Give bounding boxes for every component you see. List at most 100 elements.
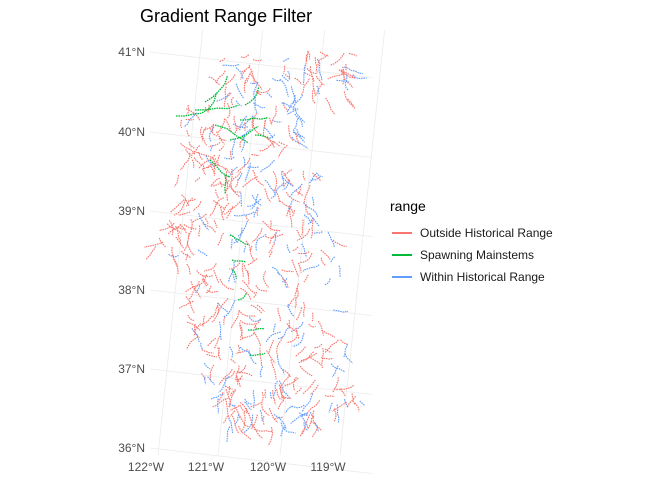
stream-outside xyxy=(239,319,255,326)
stream-within xyxy=(316,85,320,95)
stream-outside xyxy=(311,426,319,438)
stream-outside xyxy=(206,289,219,293)
stream-within xyxy=(330,363,345,373)
stream-outside xyxy=(281,269,294,273)
stream-outside xyxy=(255,284,268,292)
stream-outside xyxy=(230,168,233,182)
stream-outside xyxy=(266,350,276,364)
stream-within xyxy=(273,323,276,333)
stream-outside xyxy=(262,415,265,425)
stream-outside xyxy=(340,69,354,89)
stream-within xyxy=(276,356,285,375)
stream-within xyxy=(290,183,303,197)
stream-outside xyxy=(329,52,345,66)
lat-gridline xyxy=(149,289,373,316)
stream-within xyxy=(224,156,235,160)
stream-outside xyxy=(202,315,206,327)
stream-outside xyxy=(305,399,321,417)
stream-within xyxy=(240,128,251,137)
stream-outside xyxy=(185,118,194,121)
stream-within xyxy=(272,77,281,82)
stream-within xyxy=(235,67,244,79)
stream-outside xyxy=(227,386,231,396)
stream-outside xyxy=(193,157,203,166)
stream-outside xyxy=(200,126,208,146)
stream-within xyxy=(282,57,290,63)
stream-outside xyxy=(292,210,296,217)
stream-outside xyxy=(239,401,248,413)
stream-outside xyxy=(205,285,212,294)
stream-outside xyxy=(259,140,275,152)
stream-within xyxy=(231,269,237,284)
stream-within xyxy=(218,321,222,340)
stream-within xyxy=(287,70,291,81)
stream-outside xyxy=(185,285,196,293)
stream-outside xyxy=(224,398,230,419)
stream-outside xyxy=(302,379,316,395)
stream-spawning xyxy=(224,174,227,194)
stream-within xyxy=(259,409,263,422)
stream-outside xyxy=(252,59,262,62)
stream-outside xyxy=(198,225,201,237)
lat-gridline xyxy=(149,210,373,237)
stream-spawning xyxy=(231,269,237,279)
stream-within xyxy=(324,278,331,286)
stream-outside xyxy=(302,170,306,181)
stream-outside xyxy=(216,392,224,403)
stream-within xyxy=(338,265,341,277)
stream-outside xyxy=(291,246,299,252)
stream-outside xyxy=(341,69,357,80)
stream-within xyxy=(292,332,305,348)
stream-outside xyxy=(218,137,227,142)
stream-within xyxy=(265,331,281,343)
graticule xyxy=(149,29,386,474)
stream-within xyxy=(303,214,313,224)
stream-within xyxy=(253,206,258,218)
stream-outside xyxy=(186,263,192,276)
stream-outside xyxy=(215,70,226,84)
stream-outside xyxy=(268,251,273,258)
stream-within xyxy=(200,342,203,350)
stream-outside xyxy=(313,343,323,349)
stream-outside xyxy=(230,171,242,183)
stream-outside xyxy=(300,252,313,264)
stream-outside xyxy=(192,201,202,212)
stream-outside xyxy=(281,278,289,289)
stream-outside xyxy=(279,387,285,403)
stream-outside xyxy=(268,339,275,353)
stream-outside xyxy=(178,240,184,249)
stream-outside xyxy=(228,390,236,408)
stream-outside xyxy=(171,247,178,268)
stream-outside xyxy=(284,73,291,80)
stream-within xyxy=(235,83,245,99)
stream-within xyxy=(278,416,287,430)
stream-outside xyxy=(295,307,303,321)
stream-within xyxy=(248,317,262,323)
lat-tick-label: 39°N xyxy=(118,204,145,218)
stream-outside xyxy=(176,227,182,242)
stream-outside xyxy=(238,309,257,317)
stream-outside xyxy=(348,52,358,57)
stream-outside xyxy=(338,69,355,79)
stream-outside xyxy=(309,66,315,82)
stream-within xyxy=(280,422,296,434)
stream-outside xyxy=(267,426,274,446)
stream-outside xyxy=(225,74,236,86)
stream-outside xyxy=(268,117,273,126)
stream-outside xyxy=(314,57,318,73)
stream-within xyxy=(282,179,291,191)
stream-outside xyxy=(332,377,339,393)
stream-outside xyxy=(208,141,221,148)
stream-outside xyxy=(179,223,188,234)
stream-outside xyxy=(241,263,244,278)
stream-within xyxy=(314,422,320,432)
stream-within xyxy=(271,119,282,123)
stream-outside xyxy=(174,174,180,187)
stream-within xyxy=(292,131,305,139)
stream-outside xyxy=(208,203,218,217)
legend-title: range xyxy=(390,198,426,214)
stream-within xyxy=(286,108,299,115)
stream-within xyxy=(247,166,259,169)
stream-outside xyxy=(295,189,304,197)
stream-within xyxy=(197,249,208,257)
